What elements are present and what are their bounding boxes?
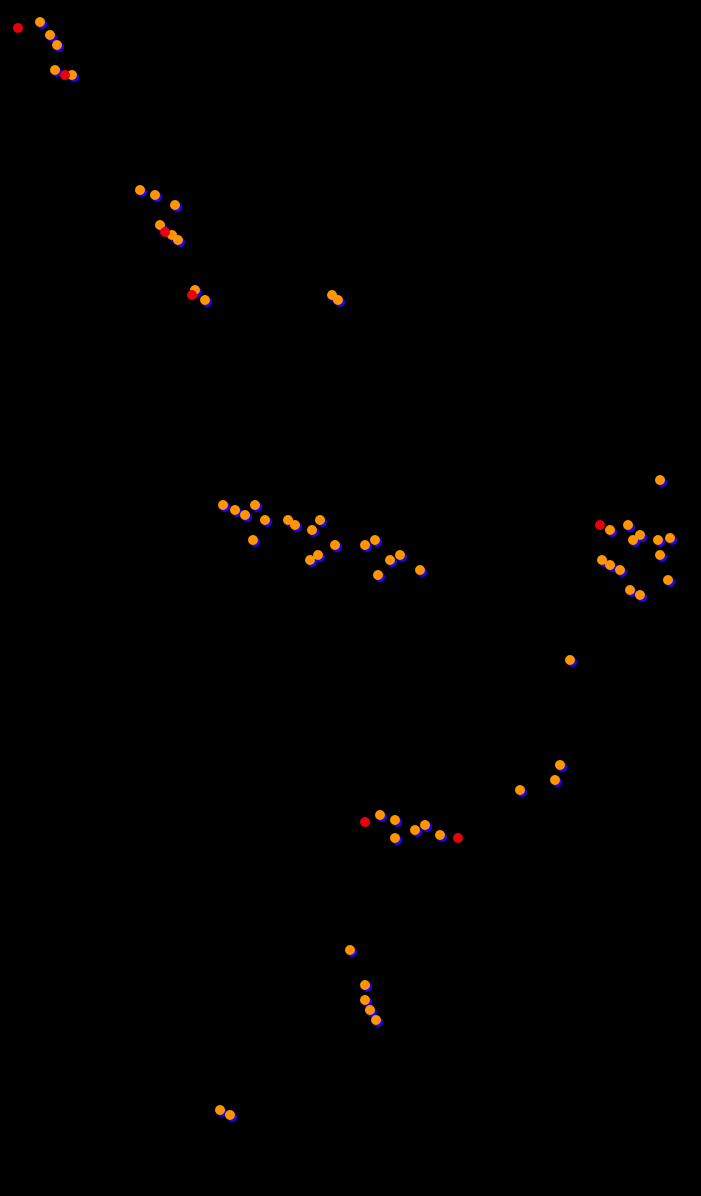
scatter-point <box>360 995 370 1005</box>
scatter-point <box>655 550 665 560</box>
scatter-point <box>375 810 385 820</box>
scatter-point <box>248 535 258 545</box>
scatter-point <box>13 23 23 33</box>
scatter-point <box>45 30 55 40</box>
scatter-point <box>623 520 633 530</box>
scatter-point <box>315 515 325 525</box>
scatter-point <box>420 820 430 830</box>
scatter-point <box>360 540 370 550</box>
scatter-point <box>60 70 70 80</box>
scatter-point <box>453 833 463 843</box>
scatter-point <box>230 505 240 515</box>
scatter-point <box>665 533 675 543</box>
scatter-point <box>371 1015 381 1025</box>
scatter-point <box>390 815 400 825</box>
scatter-point <box>170 200 180 210</box>
scatter-point <box>595 520 605 530</box>
scatter-point <box>52 40 62 50</box>
scatter-point <box>635 590 645 600</box>
scatter-point <box>628 535 638 545</box>
scatter-point <box>605 525 615 535</box>
scatter-point <box>150 190 160 200</box>
scatter-point <box>565 655 575 665</box>
scatter-point <box>373 570 383 580</box>
scatter-point <box>435 830 445 840</box>
scatter-point <box>663 575 673 585</box>
scatter-point <box>200 295 210 305</box>
scatter-point <box>360 817 370 827</box>
scatter-point <box>225 1110 235 1120</box>
scatter-point <box>290 520 300 530</box>
scatter-point <box>515 785 525 795</box>
scatter-point <box>615 565 625 575</box>
scatter-point <box>50 65 60 75</box>
scatter-point <box>173 235 183 245</box>
scatter-point <box>550 775 560 785</box>
scatter-point <box>655 475 665 485</box>
scatter-point <box>395 550 405 560</box>
scatter-point <box>313 550 323 560</box>
scatter-point <box>250 500 260 510</box>
scatter-point <box>218 500 228 510</box>
scatter-point <box>345 945 355 955</box>
scatter-point <box>555 760 565 770</box>
scatter-point <box>307 525 317 535</box>
scatter-point <box>365 1005 375 1015</box>
scatter-point <box>215 1105 225 1115</box>
scatter-point <box>187 290 197 300</box>
scatter-point <box>160 227 170 237</box>
scatter-point <box>333 295 343 305</box>
scatter-point <box>135 185 145 195</box>
scatter-point <box>240 510 250 520</box>
scatter-point <box>653 535 663 545</box>
scatter-point <box>260 515 270 525</box>
scatter-point <box>360 980 370 990</box>
scatter-point <box>410 825 420 835</box>
scatter-point <box>605 560 615 570</box>
scatter-point <box>330 540 340 550</box>
scatter-point <box>370 535 380 545</box>
scatter-point <box>385 555 395 565</box>
scatter-point <box>415 565 425 575</box>
scatter-point <box>390 833 400 843</box>
scatter-point <box>35 17 45 27</box>
scatter-point <box>625 585 635 595</box>
